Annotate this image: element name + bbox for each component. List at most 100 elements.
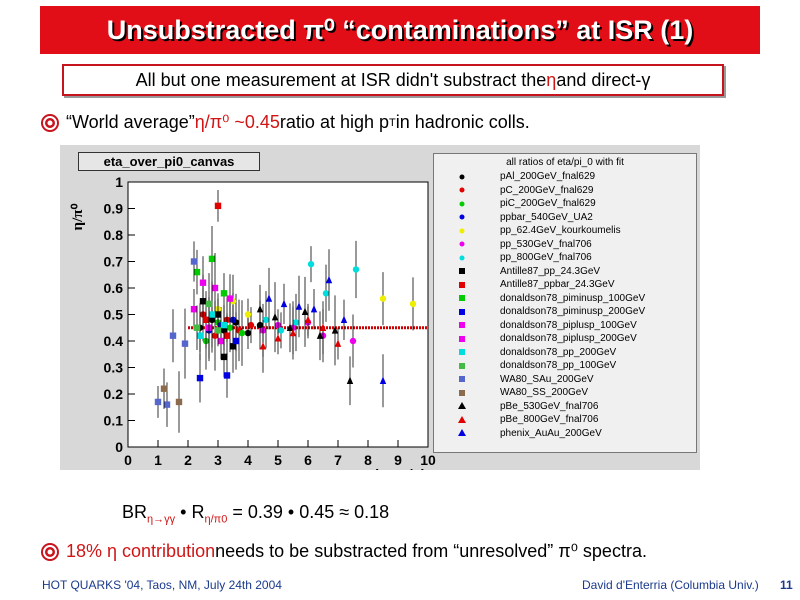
legend-entry: Antille87_ppbar_24.3GeV: [434, 278, 696, 292]
x-tick-label: 2: [184, 452, 192, 468]
formula-dot-r: • R: [175, 502, 205, 522]
data-point: [175, 398, 183, 406]
legend-marker-shape: [459, 349, 465, 356]
legend-entry: pp_800GeV_fnal706: [434, 251, 696, 265]
legend-entry: pp_530GeV_fnal706: [434, 238, 696, 252]
data-point: [244, 329, 252, 337]
legend-marker: [459, 362, 465, 369]
data-point: [154, 398, 162, 406]
legend-marker: [459, 187, 465, 193]
legend-marker-shape: [459, 376, 465, 383]
formula-br-sub: η→γγ: [147, 513, 176, 526]
bullet1-end: in hadronic colls.: [395, 112, 530, 132]
x-tick-label: 7: [334, 452, 342, 468]
legend-entry: donaldson78_piplusp_200GeV: [434, 332, 696, 346]
legend-label: pC_200GeV_fnal629: [500, 184, 594, 196]
bullet1-ratio: η/π⁰ ~0.45: [194, 112, 280, 132]
data-point: [295, 302, 303, 310]
legend-marker: [459, 214, 465, 220]
legend-marker-shape: [459, 228, 465, 234]
legend-entry: pC_200GeV_fnal629: [434, 184, 696, 198]
data-point: [223, 372, 231, 379]
data-point: [292, 319, 300, 326]
subtitle-gamma: γ: [641, 69, 651, 90]
data-point: [193, 268, 201, 276]
legend-label: pp_530GeV_fnal706: [500, 238, 592, 250]
y-tick-label: 0.9: [104, 201, 124, 217]
data-point: [163, 401, 171, 408]
data-point: [259, 342, 267, 350]
legend-entry: phenix_AuAu_200GeV: [434, 427, 696, 441]
data-point: [211, 284, 219, 292]
data-point: [280, 299, 288, 308]
x-tick-label: 0: [124, 452, 132, 468]
legend-marker: [459, 308, 465, 315]
data-point: [205, 300, 213, 308]
data-point: [262, 316, 270, 323]
canvas-name-tab: eta_over_pi0_canvas: [78, 152, 260, 171]
legend-marker-shape: [458, 415, 466, 423]
legend-label: phenix_AuAu_200GeV: [500, 427, 602, 439]
legend-marker: [459, 228, 465, 234]
data-point: [316, 331, 324, 339]
legend-marker-shape: [459, 241, 465, 247]
data-point: [319, 323, 327, 331]
legend-marker: [458, 402, 466, 410]
data-point: [217, 337, 225, 345]
x-tick-label: 9: [394, 452, 402, 468]
data-point: [271, 312, 279, 321]
legend-entry: donaldson78_pp_100GeV: [434, 359, 696, 373]
formula-r-sub: η/π0: [204, 513, 228, 526]
legend-marker-shape: [458, 429, 466, 437]
legend-label: donaldson78_pp_200GeV: [500, 346, 617, 358]
legend-label: pBe_800GeV_fnal706: [500, 414, 599, 426]
legend-entry: pAl_200GeV_fnal629: [434, 170, 696, 184]
data-point: [196, 374, 204, 382]
data-point: [322, 290, 330, 297]
legend-marker-shape: [459, 362, 465, 369]
legend-marker: [459, 201, 465, 207]
legend-marker-shape: [459, 281, 465, 288]
x-axis-label: p_T(GeV/c): [347, 467, 426, 470]
data-point: [289, 328, 297, 337]
y-tick-label: 0.6: [104, 280, 124, 296]
legend-marker-shape: [459, 389, 465, 396]
data-point: [220, 321, 228, 329]
data-point: [226, 324, 234, 331]
legend-entry: donaldson78_piminusp_200GeV: [434, 305, 696, 319]
legend-marker: [459, 174, 465, 180]
data-point: [409, 300, 417, 308]
formula-br: BR: [122, 502, 148, 522]
legend-marker: [459, 376, 465, 383]
data-point: [214, 202, 222, 210]
legend-label: WA80_SAu_200GeV: [500, 373, 594, 385]
legend-label: pBe_530GeV_fnal706: [500, 400, 599, 412]
bullet-world-average: “World average” η/π⁰ ~0.45 ratio at high…: [40, 112, 530, 133]
legend-entry: pBe_530GeV_fnal706: [434, 400, 696, 414]
data-point: [196, 332, 204, 339]
data-point: [325, 275, 333, 284]
legend-entry: WA80_SS_200GeV: [434, 386, 696, 400]
legend-label: ppbar_540GeV_UA2: [500, 211, 593, 223]
legend-label: donaldson78_piplusp_200GeV: [500, 333, 637, 345]
bullet-icon: [41, 113, 59, 132]
legend-label: Antille87_ppbar_24.3GeV: [500, 279, 615, 291]
footer-conference: HOT QUARKS '04, Taos, NM, July 24th 2004: [42, 578, 282, 592]
legend-entry: pp_62.4GeV_kourkoumelis: [434, 224, 696, 238]
data-point: [379, 295, 387, 302]
legend-title: all ratios of eta/pi_0 with fit: [506, 157, 624, 168]
data-point: [244, 311, 252, 318]
legend-entry: piC_200GeV_fnal629: [434, 197, 696, 211]
x-tick-label: 3: [214, 452, 222, 468]
data-point: [310, 305, 318, 313]
bullet-contribution: 18% η contribution needs to be substract…: [40, 541, 647, 562]
data-point: [340, 315, 348, 323]
legend-entry: donaldson78_pp_200GeV: [434, 346, 696, 360]
legend-marker-shape: [459, 295, 465, 302]
bullet1-pt-sub: T: [389, 116, 396, 129]
data-point: [208, 255, 216, 263]
subtitle-box: All but one measurement at ISR didn't su…: [62, 64, 724, 96]
legend-label: pp_62.4GeV_kourkoumelis: [500, 225, 621, 237]
chart-legend: all ratios of eta/pi_0 with fit pAl_200Ge…: [433, 153, 697, 453]
data-point: [223, 332, 231, 339]
